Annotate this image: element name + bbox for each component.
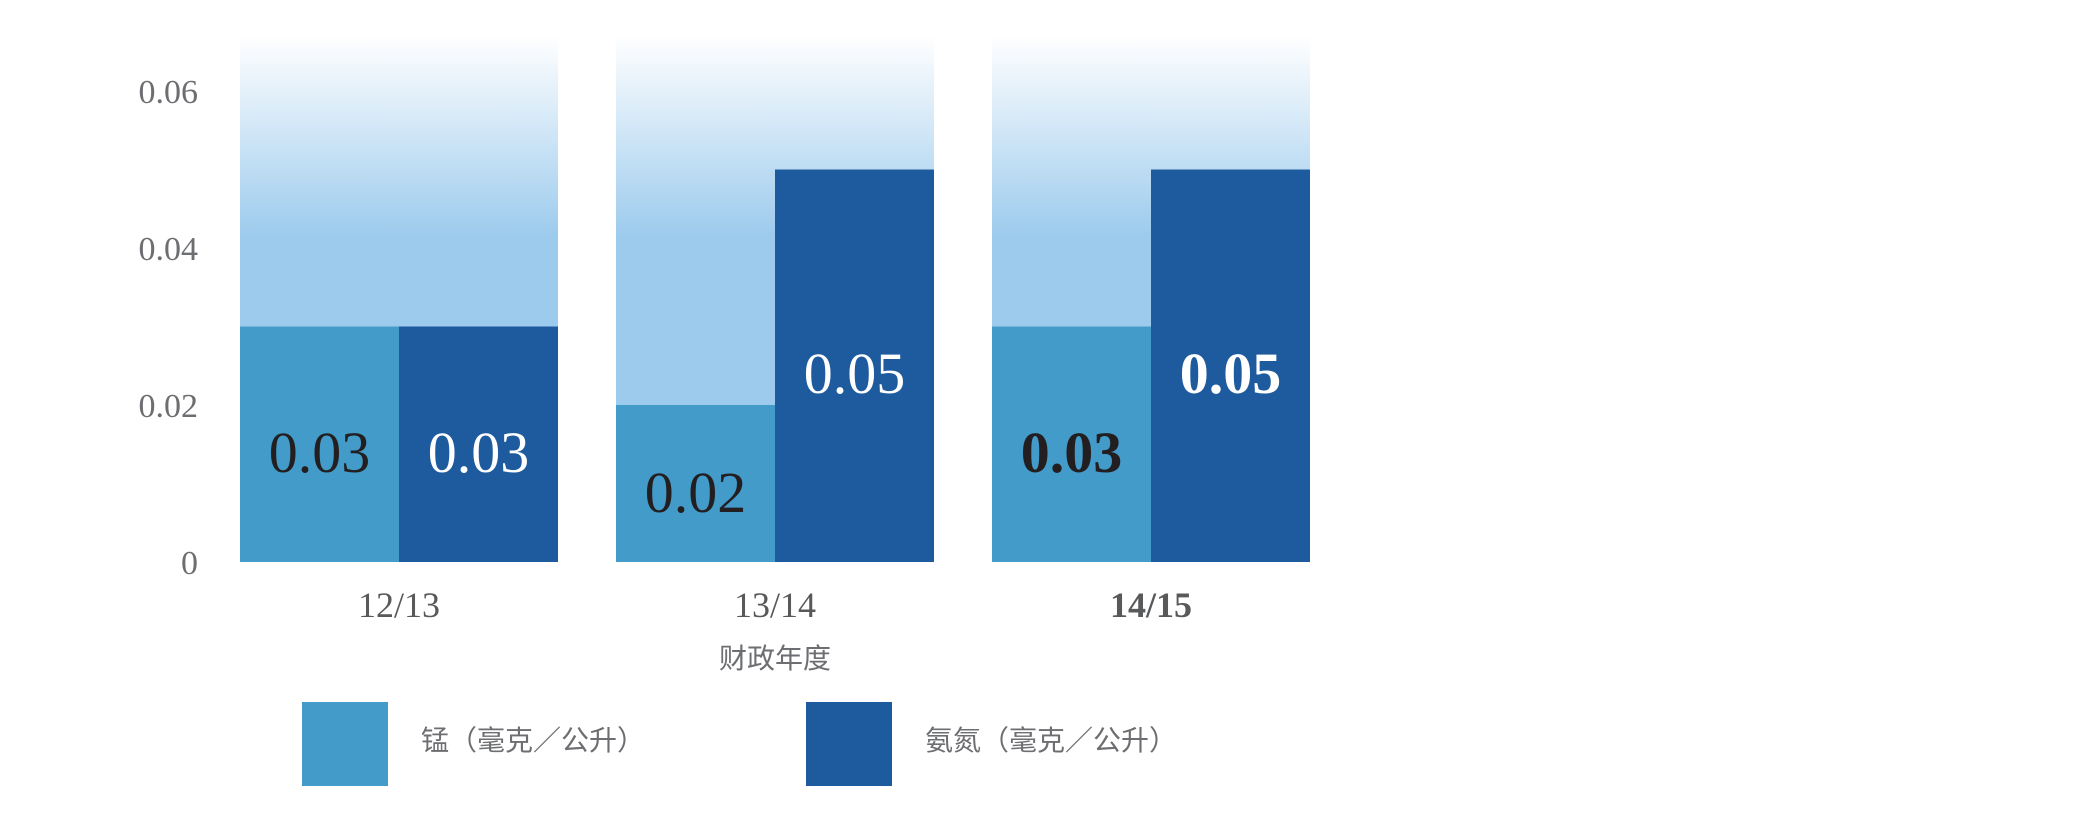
x-axis-title: 财政年度	[719, 642, 831, 675]
bar-0-0	[240, 326, 399, 562]
legend-swatch-0	[302, 702, 388, 786]
legend: 锰（毫克／公升） 氨氮（毫克／公升）	[302, 702, 1177, 786]
x-tick-label-1: 13/14	[734, 585, 816, 625]
y-axis: 0 0.02 0.04 0.06	[139, 74, 199, 582]
y-tick-label-3: 0.06	[139, 74, 199, 111]
bar-0-1	[616, 405, 775, 562]
bar-1-1	[775, 169, 934, 562]
data-labels: 0.03 0.03 0.02 0.05 0.03 0.05	[269, 341, 1282, 525]
legend-label-0: 锰（毫克／公升）	[421, 724, 645, 757]
data-label-0-2: 0.03	[1021, 420, 1123, 485]
legend-swatch-1	[806, 702, 892, 786]
y-tick-label-1: 0.02	[139, 388, 199, 425]
y-tick-label-2: 0.04	[139, 231, 199, 268]
data-label-1-1: 0.05	[804, 341, 906, 406]
data-label-0-0: 0.03	[269, 420, 371, 485]
y-tick-label-0: 0	[181, 545, 198, 582]
data-label-1-0: 0.03	[428, 420, 530, 485]
bars	[240, 169, 1310, 562]
data-label-1-2: 0.05	[1180, 341, 1282, 406]
bar-0-2	[992, 326, 1151, 562]
x-axis: 12/13 13/14 14/15	[358, 585, 1192, 625]
x-tick-label-2: 14/15	[1110, 585, 1192, 625]
data-label-0-1: 0.02	[645, 460, 747, 525]
bar-1-0	[399, 326, 558, 562]
legend-label-1: 氨氮（毫克／公升）	[925, 724, 1177, 757]
bar-1-2	[1151, 169, 1310, 562]
x-tick-label-0: 12/13	[358, 585, 440, 625]
